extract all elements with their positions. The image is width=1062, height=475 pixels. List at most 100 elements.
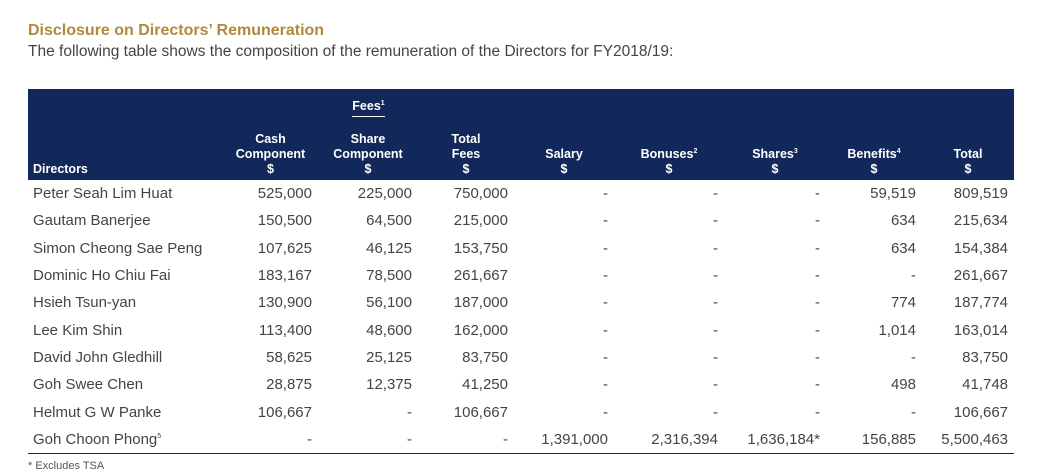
table-row: David John Gledhill 58,625 25,125 83,750… xyxy=(28,344,1014,371)
table-row: Simon Cheong Sae Peng 107,625 46,125 153… xyxy=(28,235,1014,262)
cell-salary: - xyxy=(603,185,608,203)
cell-total: 83,750 xyxy=(962,348,1009,366)
cell-share: - xyxy=(318,425,418,454)
table-row: Lee Kim Shin 113,400 48,600 162,000 - - … xyxy=(28,316,1014,343)
cell-bonuses: - xyxy=(713,185,718,203)
cell-total-fees: - xyxy=(418,425,514,454)
table-row: Helmut G W Panke 106,667 - 106,667 - - -… xyxy=(28,398,1014,425)
cell-salary: - xyxy=(603,212,608,230)
cell-share: 225,000 xyxy=(357,185,412,203)
cell-total: 215,634 xyxy=(953,212,1009,230)
table-row: Goh Swee Chen 28,875 12,375 41,250 - - -… xyxy=(28,371,1014,398)
cell-share: 46,125 xyxy=(366,239,412,257)
cell-cash: 150,500 xyxy=(257,212,312,230)
cell-total: 106,667 xyxy=(953,403,1009,421)
cell-shares: - xyxy=(815,403,820,421)
cell-cash: 183,167 xyxy=(257,267,312,285)
cell-cash: 525,000 xyxy=(257,185,312,203)
cell-benefits: 498 xyxy=(890,376,916,394)
cell-salary: - xyxy=(603,239,608,257)
cell-benefits: - xyxy=(911,348,916,366)
cell-total-fees: 83,750 xyxy=(462,348,508,366)
cell-total-fees: 750,000 xyxy=(453,185,508,203)
cell-share: - xyxy=(407,403,412,421)
cell-benefits: 634 xyxy=(890,239,916,257)
cell-cash: 107,625 xyxy=(257,239,312,257)
cell-shares: - xyxy=(815,212,820,230)
cell-total-fees: 187,000 xyxy=(453,294,508,312)
cell-cash: - xyxy=(223,425,318,454)
cell-cash: 113,400 xyxy=(258,321,312,339)
cell-benefits: 59,519 xyxy=(870,185,916,203)
col-directors: Directors xyxy=(28,117,223,180)
table-row: Goh Choon Phong5 - - - 1,391,000 2,316,3… xyxy=(28,425,1015,454)
cell-shares: - xyxy=(815,267,820,285)
col-total-fees: Total Fees $ xyxy=(418,117,514,180)
cell-benefits: 156,885 xyxy=(826,425,922,454)
cell-bonuses: - xyxy=(713,239,718,257)
cell-share: 48,600 xyxy=(366,321,412,339)
col-benefits: Benefits4 $ xyxy=(826,117,922,180)
cell-total-fees: 41,250 xyxy=(462,376,508,394)
cell-bonuses: - xyxy=(713,267,718,285)
cell-total-fees: 106,667 xyxy=(453,403,508,421)
cell-bonuses: - xyxy=(713,348,718,366)
cell-total: 163,014 xyxy=(953,321,1009,339)
cell-cash: 106,667 xyxy=(257,403,312,421)
col-share-component: Share Component $ xyxy=(318,117,418,180)
cell-benefits: - xyxy=(911,267,916,285)
cell-bonuses: 2,316,394 xyxy=(614,425,724,454)
cell-bonuses: - xyxy=(713,376,718,394)
col-total: Total $ xyxy=(922,117,1015,180)
cell-total: 187,774 xyxy=(953,294,1009,312)
cell-share: 56,100 xyxy=(366,294,412,312)
col-salary: Salary $ xyxy=(514,117,614,180)
cell-cash: 58,625 xyxy=(266,348,312,366)
col-shares: Shares3 $ xyxy=(724,117,826,180)
section-title: Disclosure on Directors’ Remuneration xyxy=(28,22,325,39)
header-row-group: Fees1 xyxy=(28,89,1015,117)
director-name: Hsieh Tsun-yan xyxy=(33,294,137,312)
cell-shares: 1,636,184* xyxy=(724,425,826,454)
cell-shares: - xyxy=(815,348,820,366)
cell-bonuses: - xyxy=(713,403,718,421)
director-name: Helmut G W Panke xyxy=(33,403,162,421)
col-bonuses: Bonuses2 $ xyxy=(614,117,724,180)
cell-salary: - xyxy=(603,403,608,421)
cell-benefits: 774 xyxy=(890,294,916,312)
table-row: Hsieh Tsun-yan 130,900 56,100 187,000 - … xyxy=(28,289,1014,316)
director-name: Dominic Ho Chiu Fai xyxy=(33,267,171,285)
director-name: Simon Cheong Sae Peng xyxy=(33,239,203,257)
cell-total-fees: 153,750 xyxy=(453,239,508,257)
director-name: David John Gledhill xyxy=(33,348,163,366)
director-name: Goh Swee Chen xyxy=(33,376,144,394)
cell-total-fees: 215,000 xyxy=(453,212,508,230)
cell-shares: - xyxy=(815,376,820,394)
cell-total: 154,384 xyxy=(953,239,1009,257)
cell-salary: - xyxy=(603,321,608,339)
cell-shares: - xyxy=(815,294,820,312)
cell-cash: 130,900 xyxy=(257,294,312,312)
table-row: Dominic Ho Chiu Fai 183,167 78,500 261,6… xyxy=(28,262,1014,289)
cell-total: 261,667 xyxy=(953,267,1009,285)
col-cash-component: Cash Component $ xyxy=(223,117,318,180)
remuneration-table: Fees1 Directors Cash Component $ Share Comp… xyxy=(28,89,1015,454)
cell-bonuses: - xyxy=(713,321,718,339)
cell-benefits: 1,014 xyxy=(878,321,916,339)
cell-total-fees: 162,000 xyxy=(453,321,508,339)
cell-total-fees: 261,667 xyxy=(453,267,508,285)
cell-salary: - xyxy=(603,348,608,366)
footnote: * Excludes TSA xyxy=(28,460,105,472)
header-row-columns: Directors Cash Component $ Share Component $… xyxy=(28,117,1015,180)
cell-bonuses: - xyxy=(713,212,718,230)
cell-total: 5,500,463 xyxy=(922,425,1015,454)
cell-cash: 28,875 xyxy=(266,376,312,394)
cell-salary: - xyxy=(603,267,608,285)
director-name: Gautam Banerjee xyxy=(33,212,151,230)
cell-benefits: 634 xyxy=(890,212,916,230)
cell-share: 12,375 xyxy=(366,376,412,394)
cell-share: 25,125 xyxy=(366,348,412,366)
cell-share: 64,500 xyxy=(366,212,412,230)
section-subtitle: The following table shows the compositio… xyxy=(28,43,674,60)
cell-shares: - xyxy=(815,321,820,339)
